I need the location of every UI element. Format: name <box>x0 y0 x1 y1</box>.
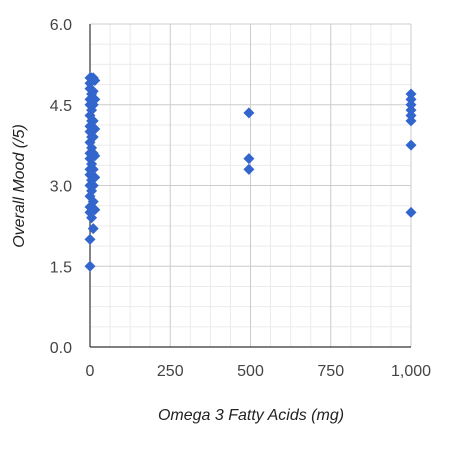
x-tick-label: 250 <box>157 363 184 380</box>
y-axis-title: Overall Mood (/5) <box>11 124 28 248</box>
grid <box>90 24 411 347</box>
y-tick-label: 3.0 <box>50 179 72 196</box>
data-point <box>406 207 417 218</box>
x-tick-label: 750 <box>317 363 344 380</box>
data-point <box>243 153 254 164</box>
x-tick-label: 0 <box>86 363 95 380</box>
y-tick-label: 6.0 <box>50 17 72 34</box>
y-tick-label: 0.0 <box>50 340 72 357</box>
y-tick-label: 1.5 <box>50 259 72 276</box>
data-point <box>88 223 99 234</box>
data-point <box>85 261 96 272</box>
data-point <box>406 140 417 151</box>
data-point <box>85 234 96 245</box>
x-tick-label: 500 <box>237 363 264 380</box>
data-point <box>243 107 254 118</box>
y-tick-label: 4.5 <box>50 98 72 115</box>
x-tick-label: 1,000 <box>391 363 431 380</box>
tick-labels: 0 250 500 750 1,000 0.0 1.5 3.0 4.5 6.0 <box>50 17 431 380</box>
x-axis-title: Omega 3 Fatty Acids (mg) <box>158 407 344 424</box>
